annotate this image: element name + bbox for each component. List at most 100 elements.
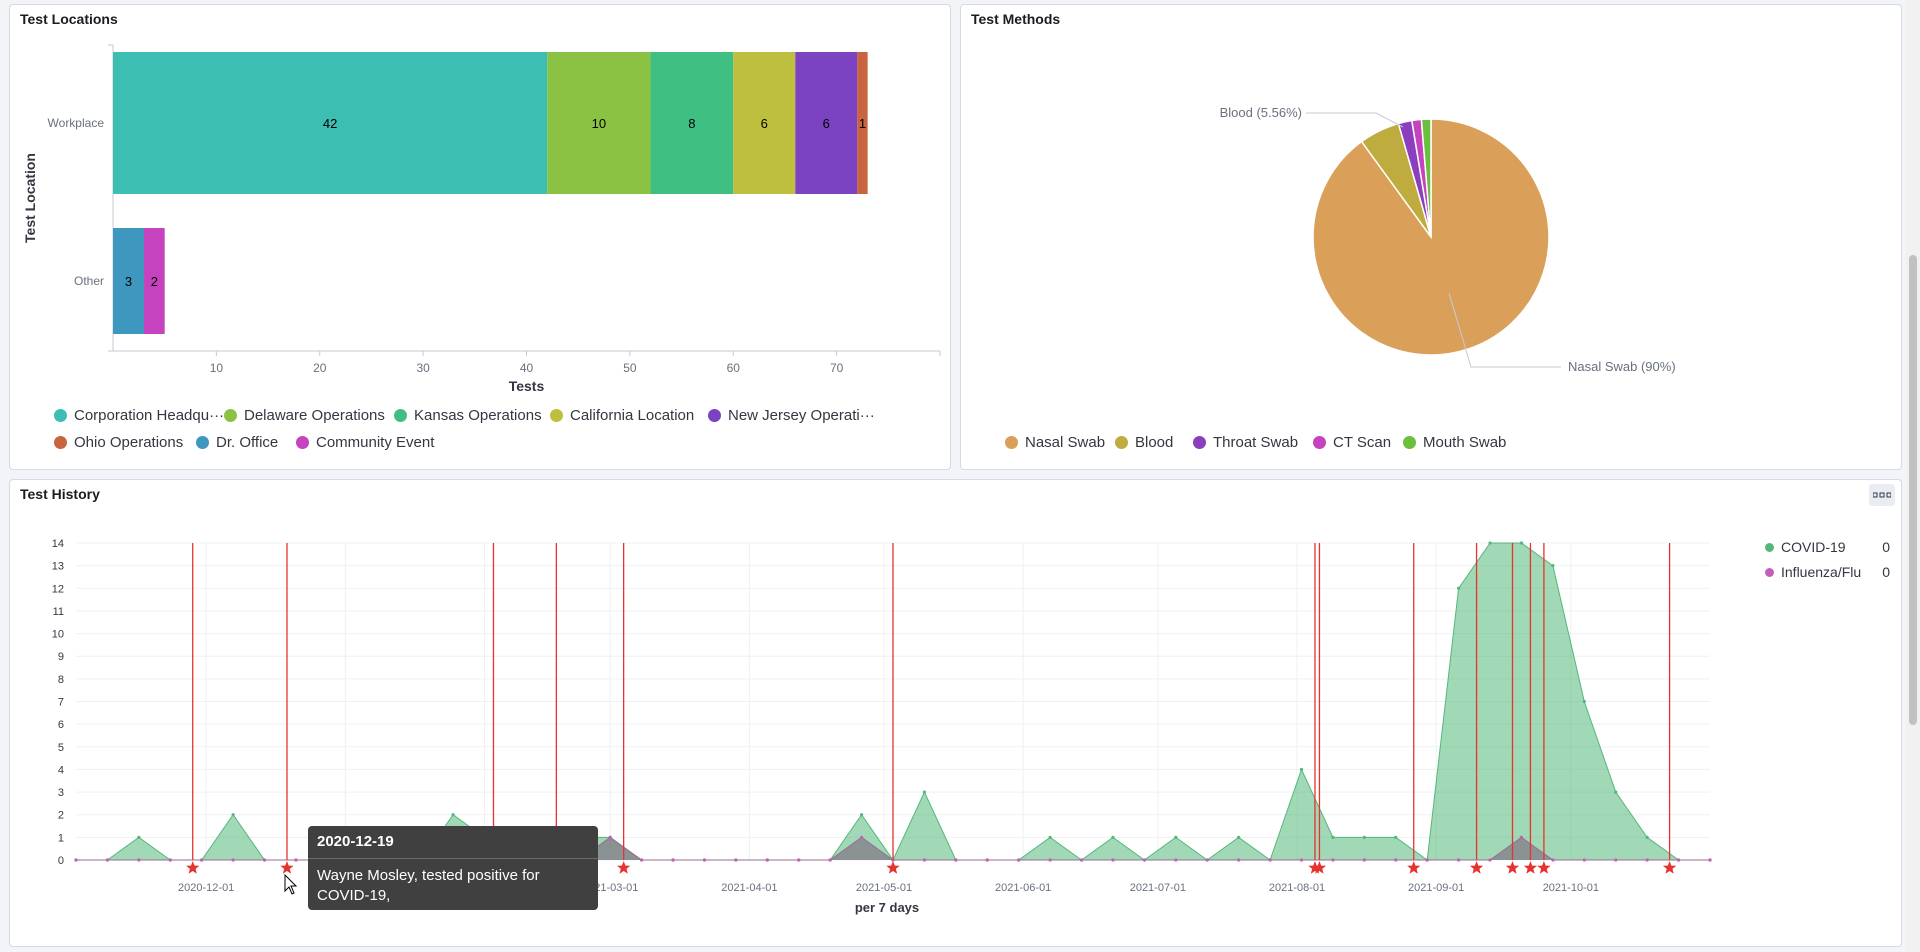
tooltip-body: Wayne Mosley, tested positive for COVID-… xyxy=(317,867,540,904)
method-legend-item[interactable]: CT Scan xyxy=(1313,434,1391,451)
star-icon xyxy=(1523,861,1538,874)
legend-label: Corporation Headqu··· xyxy=(74,407,225,424)
data-point xyxy=(954,858,958,862)
data-point xyxy=(1614,790,1618,794)
data-point xyxy=(922,858,927,862)
y-tick-label: 4 xyxy=(58,764,64,776)
location-legend-item[interactable]: Community Event xyxy=(296,434,434,451)
bar-value-label: 1 xyxy=(859,116,866,131)
data-point xyxy=(1582,699,1586,704)
star-icon xyxy=(1537,861,1551,874)
test-locations-panel: Test Locations 10 20 30 40 50 60 70 Tests Test L… xyxy=(9,4,951,470)
x-tick-label: 2021-06-01 xyxy=(995,882,1051,894)
x-axis-title: Tests xyxy=(509,378,545,394)
data-point xyxy=(1457,586,1461,590)
y-tick-label: Workplace xyxy=(48,116,105,130)
data-point xyxy=(105,858,110,862)
data-point xyxy=(1425,858,1429,862)
bar-value-label: 10 xyxy=(592,116,606,131)
location-legend-item[interactable]: Kansas Operations xyxy=(394,407,542,424)
location-legend-item[interactable]: Ohio Operations xyxy=(54,434,183,451)
x-tick-label: 2021-05-01 xyxy=(856,882,912,894)
data-point xyxy=(1174,835,1178,839)
data-point xyxy=(231,858,235,862)
x-axis-title: per 7 days xyxy=(855,900,919,915)
method-legend-item[interactable]: Mouth Swab xyxy=(1403,434,1506,451)
legend-dot-icon xyxy=(1115,436,1128,449)
data-point xyxy=(797,858,801,862)
x-tick-label: 10 xyxy=(210,361,224,375)
scrollbar-thumb[interactable] xyxy=(1909,255,1917,725)
data-point xyxy=(765,858,769,862)
y-axis-title: Test Location xyxy=(22,153,38,243)
legend-dot-icon xyxy=(1005,436,1018,449)
bar-value-label: 3 xyxy=(125,274,132,289)
y-tick-label: 9 xyxy=(58,651,64,663)
data-point xyxy=(702,858,707,862)
star-icon xyxy=(280,861,294,874)
data-point xyxy=(1299,767,1304,772)
y-tick-label: 10 xyxy=(52,629,64,641)
location-legend-item[interactable]: New Jersey Operati··· xyxy=(708,407,875,424)
bar-segment xyxy=(547,52,651,194)
y-tick-label: 0 xyxy=(58,855,64,867)
star-icon xyxy=(617,861,631,874)
x-tick-label: 20 xyxy=(313,361,327,375)
x-tick-label: 70 xyxy=(830,361,844,375)
data-point xyxy=(168,858,172,862)
data-point xyxy=(1582,858,1586,862)
data-point xyxy=(1457,858,1461,862)
bar-segment xyxy=(795,52,858,194)
data-point xyxy=(1237,858,1241,862)
area-fill xyxy=(76,543,1710,860)
method-legend-item[interactable]: Throat Swab xyxy=(1193,434,1298,451)
y-tick-label: 14 xyxy=(52,538,64,550)
location-legend-item[interactable]: Corporation Headqu··· xyxy=(54,407,224,424)
data-point xyxy=(859,813,864,817)
page-scrollbar[interactable] xyxy=(1906,0,1920,952)
y-tick-label: 13 xyxy=(52,561,64,573)
legend-dot-icon xyxy=(54,409,67,422)
area-fill xyxy=(76,837,1710,860)
data-point xyxy=(640,858,644,862)
data-point xyxy=(734,858,738,862)
data-point xyxy=(1237,835,1241,839)
ellipsis-icon xyxy=(1873,492,1891,498)
star-icon xyxy=(1312,861,1327,874)
data-point xyxy=(200,858,204,862)
x-tick-label: 2020-12-01 xyxy=(178,882,234,894)
panel-menu-button[interactable] xyxy=(1869,484,1895,506)
data-point xyxy=(1488,541,1492,545)
data-point xyxy=(1362,858,1366,862)
method-legend-item[interactable]: Nasal Swab xyxy=(1005,434,1105,451)
bar-value-label: 6 xyxy=(761,116,768,131)
legend-label: Influenza/Flu xyxy=(1781,564,1862,580)
legend-dot-icon xyxy=(708,409,721,422)
data-point xyxy=(608,835,612,839)
location-legend-item[interactable]: Dr. Office xyxy=(196,434,278,451)
legend-dot-icon xyxy=(1403,436,1416,449)
data-point xyxy=(231,813,235,817)
data-point xyxy=(985,858,989,862)
data-point xyxy=(1111,858,1115,862)
data-point xyxy=(1331,835,1335,839)
history-legend-item[interactable]: Influenza/Flu 0 xyxy=(1765,564,1890,580)
data-point xyxy=(294,858,298,862)
location-legend-item[interactable]: Delaware Operations xyxy=(224,407,385,424)
history-legend-item[interactable]: COVID-19 0 xyxy=(1765,539,1890,555)
bar-segment xyxy=(144,228,165,334)
location-legend-item[interactable]: California Location xyxy=(550,407,694,424)
star-icon xyxy=(1407,861,1421,874)
method-legend-item[interactable]: Blood xyxy=(1115,434,1173,451)
x-tick-label: 2021-07-01 xyxy=(1130,882,1186,894)
y-tick-label: 7 xyxy=(58,697,64,709)
data-point xyxy=(922,790,927,794)
legend-dot-icon xyxy=(394,409,407,422)
data-point xyxy=(1488,858,1492,862)
legend-dot-icon xyxy=(1313,436,1326,449)
test-locations-chart: 10 20 30 40 50 60 70 Tests Test Location Workplac… xyxy=(22,44,941,394)
legend-label: CT Scan xyxy=(1333,434,1392,451)
legend-dot-icon xyxy=(1765,567,1774,577)
data-point xyxy=(137,835,141,839)
panel-title: Test Locations xyxy=(20,11,118,27)
